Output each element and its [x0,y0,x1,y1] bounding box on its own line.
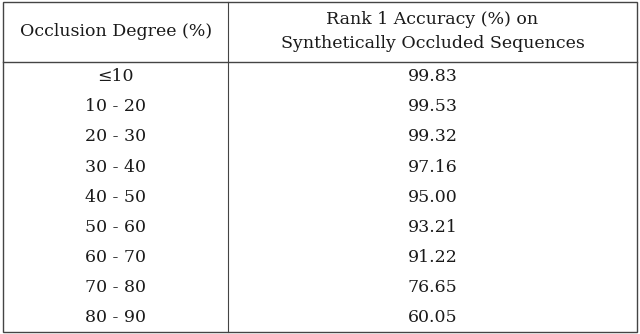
Text: 50 - 60: 50 - 60 [85,219,146,235]
Text: Occlusion Degree (%): Occlusion Degree (%) [20,23,212,40]
Text: 20 - 30: 20 - 30 [85,129,146,145]
Text: 99.83: 99.83 [408,68,458,85]
Text: 30 - 40: 30 - 40 [85,159,146,175]
Text: 97.16: 97.16 [408,159,458,175]
Text: 76.65: 76.65 [408,279,458,296]
Text: 91.22: 91.22 [408,249,458,266]
Text: 60 - 70: 60 - 70 [85,249,146,266]
Text: 40 - 50: 40 - 50 [85,189,146,205]
Text: 99.53: 99.53 [408,99,458,115]
Text: 80 - 90: 80 - 90 [85,309,146,326]
Text: 93.21: 93.21 [408,219,458,235]
Text: Rank 1 Accuracy (%) on
Synthetically Occluded Sequences: Rank 1 Accuracy (%) on Synthetically Occ… [280,11,584,52]
Text: 95.00: 95.00 [408,189,458,205]
Text: 99.32: 99.32 [408,129,458,145]
Text: ≤10: ≤10 [97,68,134,85]
Text: 10 - 20: 10 - 20 [85,99,146,115]
Text: 60.05: 60.05 [408,309,457,326]
Text: 70 - 80: 70 - 80 [85,279,146,296]
